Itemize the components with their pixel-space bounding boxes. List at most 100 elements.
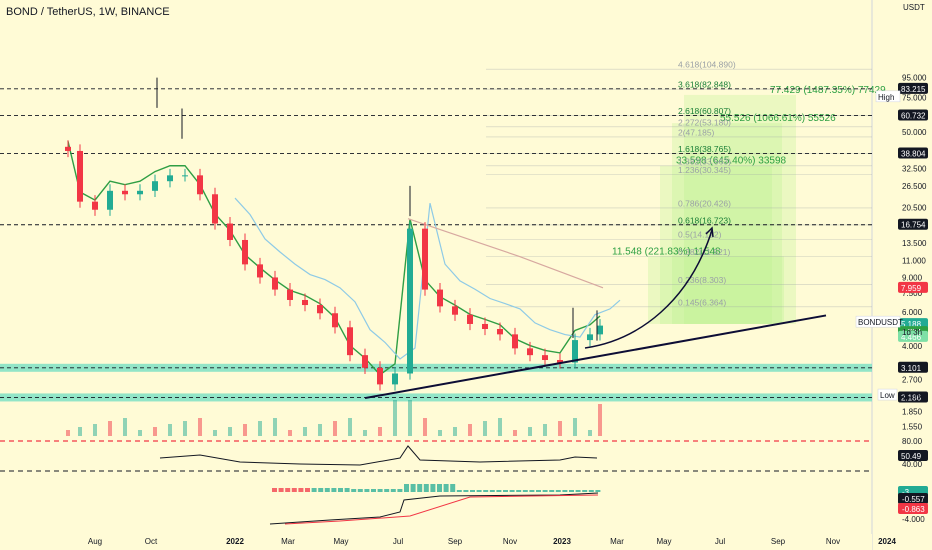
price-tag-label: 2.186 (901, 393, 922, 402)
volume-bar (573, 418, 577, 436)
y-tick-label: 75.000 (902, 94, 927, 103)
candle-body (407, 228, 413, 374)
price-tag-bg (898, 147, 928, 159)
volume-bar (318, 424, 322, 436)
candle-body (107, 190, 113, 210)
macd-histogram-bar (509, 490, 515, 492)
candle-body (212, 194, 218, 224)
y-tick-label: 7.500 (902, 289, 923, 298)
volume-bar (213, 430, 217, 436)
volume-bar (168, 424, 172, 436)
candle-body (92, 201, 98, 210)
target-label: 55.526 (1066.61%) 55526 (720, 113, 836, 124)
price-tag-bg (898, 109, 928, 121)
target-zone (684, 94, 796, 324)
price-tag-label: 16.754 (901, 221, 926, 230)
macd-line (269, 492, 599, 525)
rsi-line (159, 445, 598, 466)
price-tag-bg (898, 361, 928, 373)
candle-body (482, 323, 488, 330)
macd-histogram-bar (522, 490, 528, 492)
x-tick-label: Aug (88, 537, 102, 546)
side-label: High (878, 93, 894, 102)
target-label: 11.548 (221.83%) 11548 (612, 246, 721, 257)
macd-histogram-bar (536, 490, 541, 492)
macd-histogram-bar (443, 484, 449, 492)
macd-histogram-bar (483, 490, 489, 492)
fib-label: 0.5(14.122) (678, 230, 722, 240)
projection-arrow-head (705, 226, 714, 238)
y-tick-label: 20.500 (902, 204, 927, 213)
macd-histogram-bar (324, 488, 330, 492)
y-tick-label: 6.000 (902, 308, 923, 317)
y-tick-label: 1.550 (902, 423, 923, 432)
price-tag-label: 38.804 (901, 150, 926, 159)
rsi-tick-label: 40.00 (902, 460, 923, 469)
macd-histogram-bar (377, 489, 383, 492)
candle-body (137, 190, 143, 195)
candle-body (497, 329, 503, 335)
macd-histogram-bar (516, 490, 522, 492)
candle-body (197, 175, 203, 195)
macd-histogram-bar (503, 490, 508, 492)
macd-histogram-bar (278, 488, 284, 492)
macd-histogram-bar (357, 489, 363, 492)
volume-bar (468, 424, 472, 436)
side-label: BONDUSDT (858, 318, 903, 327)
y-tick-label: 11.000 (902, 256, 926, 265)
macd-histogram-bar (575, 490, 581, 492)
fib-label: 4.618(104.890) (678, 60, 736, 70)
macd-histogram-bar (291, 488, 297, 492)
candle-body (422, 228, 428, 290)
macd-histogram-bar (272, 488, 277, 492)
y-tick-label: 4.000 (902, 342, 923, 351)
macd-histogram-bar (595, 490, 601, 492)
macd-histogram-bar (456, 490, 462, 492)
rsi-value-tag: 50.49 (901, 452, 922, 461)
target-zone (672, 123, 782, 324)
price-tag-bg (898, 218, 928, 230)
side-label: 2.170 (902, 391, 923, 400)
side-label: 1d 3h (902, 328, 922, 337)
fib-label: 2.618(60.807) (678, 106, 731, 116)
price-tag-label: 4.466 (901, 333, 922, 342)
volume-bar (198, 418, 202, 436)
candle-body (332, 313, 338, 328)
target-label: 77.429 (1487.35%) 77429 (770, 85, 886, 96)
x-tick-label: Nov (503, 537, 517, 546)
fib-label: 2.272(53.180) (678, 117, 731, 127)
side-label-bg (875, 90, 901, 103)
volume-bar (423, 418, 427, 436)
candle-body (287, 289, 293, 300)
x-tick-label: Sep (771, 537, 786, 546)
candle-body (257, 264, 263, 278)
volume-bar (598, 404, 602, 436)
macd-tag-label: -0.557 (902, 495, 925, 504)
macd-histogram-bar (285, 488, 291, 492)
x-tick-label: Jul (715, 537, 725, 546)
volume-bar (108, 421, 112, 436)
macd-tag-label: -0.863 (902, 505, 925, 514)
x-tick-label: Mar (281, 537, 295, 546)
macd-tag-bg (898, 493, 928, 504)
macd-histogram-bar (489, 490, 495, 492)
volume-bar (273, 418, 277, 436)
candle-body (167, 175, 173, 182)
y-tick-label: 2.700 (902, 376, 923, 385)
macd-histogram-bar (569, 490, 574, 492)
side-label: Low (880, 391, 895, 400)
macd-histogram-bar (417, 484, 423, 492)
target-label: 33.598 (645.40%) 33598 (676, 156, 787, 167)
volume-bar (378, 427, 382, 436)
price-tag-bg (898, 281, 928, 293)
price-tag-bg (898, 82, 928, 94)
price-tag-label: 7.959 (901, 284, 922, 293)
macd-histogram-bar (549, 490, 555, 492)
rsi-value-tag-bg (898, 450, 928, 461)
y-tick-label: 1.850 (902, 408, 923, 417)
volume-bar (498, 418, 502, 436)
projection-arrow (584, 229, 713, 349)
price-tag-bg (898, 330, 928, 342)
